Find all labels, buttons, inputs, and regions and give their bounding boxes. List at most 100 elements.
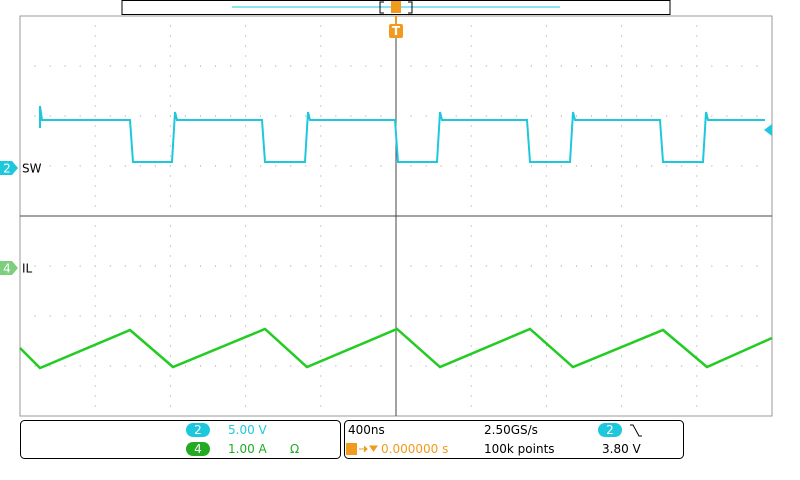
grid-dot	[94, 235, 96, 237]
grid-dot	[696, 305, 698, 307]
ch4-scale: 1.00 A	[228, 442, 268, 456]
grid-dot	[94, 265, 96, 267]
grid-dot	[94, 395, 96, 397]
grid-dot	[64, 65, 66, 67]
grid-dot	[154, 65, 156, 67]
grid-dot	[169, 335, 171, 337]
grid-dot	[245, 45, 247, 47]
grid-dot	[621, 405, 623, 407]
grid-dot	[94, 245, 96, 247]
grid-dot	[711, 265, 713, 267]
grid-dot	[410, 65, 412, 67]
grid-dot	[94, 285, 96, 287]
grid-dot	[621, 175, 623, 177]
grid-dot	[515, 315, 517, 317]
grid-dot	[545, 405, 547, 407]
grid-dot	[350, 365, 352, 367]
grid-dot	[245, 25, 247, 27]
grid-dot	[545, 235, 547, 237]
grid-dot	[470, 45, 472, 47]
grid-dot	[425, 65, 427, 67]
grid-dot	[711, 65, 713, 67]
grid-dot	[320, 395, 322, 397]
grid-dot	[320, 35, 322, 37]
grid-dot	[425, 365, 427, 367]
grid-dot	[34, 265, 36, 267]
grid-dot	[169, 185, 171, 187]
grid-dot	[169, 175, 171, 177]
grid-dot	[305, 265, 307, 267]
grid-dot	[94, 225, 96, 227]
grid-dot	[545, 265, 547, 267]
grid-dot	[621, 275, 623, 277]
grid-dot	[485, 265, 487, 267]
grid-dot	[470, 165, 472, 167]
grid-dot	[169, 265, 171, 267]
grid-dot	[470, 125, 472, 127]
grid-dot	[621, 25, 623, 27]
grid-dot	[575, 115, 577, 117]
grid-dot	[290, 165, 292, 167]
grid-dot	[696, 375, 698, 377]
grid-dot	[94, 195, 96, 197]
grid-dot	[545, 25, 547, 27]
grid-dot	[320, 125, 322, 127]
grid-dot	[575, 65, 577, 67]
grid-dot	[79, 115, 81, 117]
trigger-level: 3.80 V	[602, 442, 642, 456]
grid-dot	[169, 105, 171, 107]
grid-dot	[621, 295, 623, 297]
grid-dot	[606, 315, 608, 317]
grid-dot	[696, 125, 698, 127]
grid-dot	[425, 265, 427, 267]
grid-dot	[591, 115, 593, 117]
grid-dot	[545, 65, 547, 67]
grid-dot	[515, 265, 517, 267]
grid-dot	[335, 365, 337, 367]
grid-dot	[275, 315, 277, 317]
grid-dot	[756, 65, 758, 67]
grid-dot	[245, 85, 247, 87]
grid-dot	[290, 365, 292, 367]
grid-dot	[621, 375, 623, 377]
grid-dot	[139, 115, 141, 117]
il-trace	[19, 327, 773, 370]
grid-dot	[94, 295, 96, 297]
grid-dot	[696, 235, 698, 237]
ch4-badge	[186, 442, 210, 456]
grid-dot	[470, 55, 472, 57]
grid-dot	[79, 65, 81, 67]
grid-dot	[320, 375, 322, 377]
grid-dot	[124, 265, 126, 267]
grid-dot	[500, 315, 502, 317]
grid-dot	[365, 265, 367, 267]
grid-dot	[350, 115, 352, 117]
grid-dot	[94, 105, 96, 107]
grid-dot	[470, 185, 472, 187]
grid-dot	[545, 275, 547, 277]
grid-dot	[666, 265, 668, 267]
grid-dot	[696, 255, 698, 257]
grid-dot	[696, 295, 698, 297]
grid-dot	[515, 115, 517, 117]
grid-dot	[380, 115, 382, 117]
grid-dot	[124, 315, 126, 317]
grid-dot	[621, 195, 623, 197]
grid-dot	[651, 165, 653, 167]
ch4-marker	[0, 261, 18, 275]
grid-dot	[621, 35, 623, 37]
trigger-badge	[389, 24, 403, 38]
grid-dot	[500, 165, 502, 167]
grid-dot	[410, 265, 412, 267]
grid-dot	[696, 245, 698, 247]
grid-dot	[290, 65, 292, 67]
grid-dot	[305, 65, 307, 67]
grid-dot	[530, 115, 532, 117]
grid-dot	[621, 135, 623, 137]
grid-dot	[545, 335, 547, 337]
grid-dot	[696, 315, 698, 317]
grid-dot	[440, 165, 442, 167]
grid-dot	[621, 395, 623, 397]
grid-dot	[245, 115, 247, 117]
grid-dot	[184, 65, 186, 67]
